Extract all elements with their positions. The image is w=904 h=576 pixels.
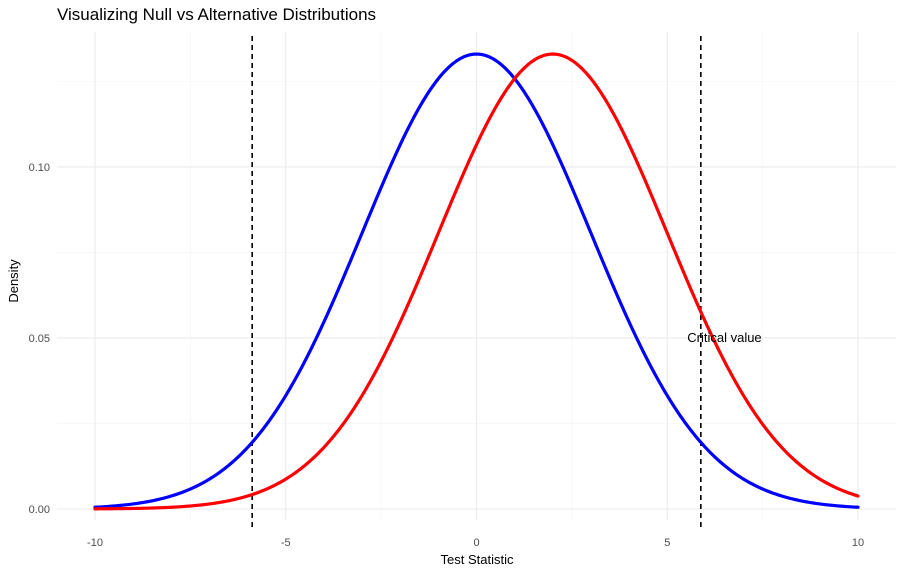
null-distribution-line — [93, 52, 860, 509]
annotations: Critical value — [687, 330, 761, 345]
x-tick-label: 0 — [473, 537, 479, 549]
critical-value-label: Critical value — [687, 330, 761, 345]
y-tick-label: 0.05 — [29, 333, 50, 345]
y-axis-ticks: 0.00 0.05 0.10 — [29, 162, 50, 516]
alternative-distribution-line — [93, 52, 860, 511]
chart-title: Visualizing Null vs Alternative Distribu… — [57, 5, 376, 24]
y-tick-label: 0.00 — [29, 504, 50, 516]
x-tick-label: -10 — [87, 537, 103, 549]
series-lines — [93, 52, 860, 511]
x-tick-label: 10 — [852, 537, 864, 549]
y-tick-label: 0.10 — [29, 162, 50, 174]
reference-lines — [251, 36, 702, 530]
x-tick-label: 5 — [664, 537, 670, 549]
y-axis-title: Density — [6, 259, 21, 303]
x-axis-title: Test Statistic — [441, 552, 514, 567]
grid — [57, 32, 896, 520]
x-axis-ticks: -10 -5 0 5 10 — [87, 537, 864, 549]
x-tick-label: -5 — [281, 537, 291, 549]
